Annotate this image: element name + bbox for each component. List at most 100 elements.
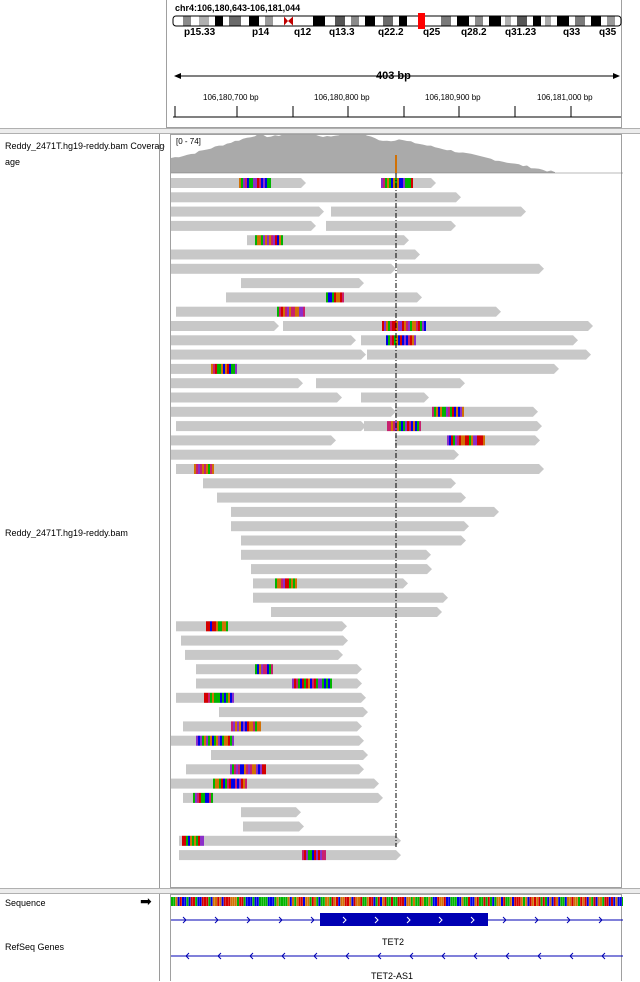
base [470,897,473,906]
coverage-track-label[interactable]: Reddy_2471T.hg19-reddy.bam Coverage [5,141,165,151]
tet2-gene-feature[interactable] [171,913,623,926]
base [404,897,407,906]
gene-label-tet2-as1[interactable]: TET2-AS1 [371,971,414,981]
read-end [586,349,591,360]
mismatch [393,178,395,188]
read [331,206,521,217]
base [289,897,292,906]
read-end [535,435,540,446]
base [505,897,508,906]
alignment-graphics[interactable] [171,135,623,889]
read [241,278,359,289]
base [463,897,466,906]
read-end [361,349,366,360]
mismatch [267,664,269,675]
base [237,897,239,906]
base [556,897,558,906]
read [171,778,374,789]
mismatch [265,235,267,246]
strand-arrow [537,952,542,960]
feature-graphics[interactable] [171,895,623,982]
tet2-as1-gene-feature[interactable] [171,952,623,960]
ruler-tick-label: 106,180,700 bp [203,93,259,102]
feature-divider [0,888,640,894]
mismatch [249,178,251,188]
read [185,649,338,660]
mismatch [249,721,251,732]
ruler[interactable] [173,106,621,118]
read-end [357,721,362,732]
read-end [363,750,368,760]
mismatch [230,764,232,775]
base [419,897,422,906]
base [239,897,242,906]
base [586,897,589,906]
base [362,897,365,906]
read [361,392,424,403]
read-end [391,263,396,274]
base [272,897,275,906]
base [305,897,308,906]
mismatch [267,235,269,246]
mismatch [406,335,408,346]
mismatch [459,435,461,446]
base [485,897,488,906]
base [474,897,477,906]
mismatch [277,578,279,589]
base [562,897,565,906]
gene-label-tet2[interactable]: TET2 [382,937,405,947]
base [472,897,475,906]
strand-arrow [310,916,315,924]
mismatch [473,435,475,446]
mismatch [239,778,241,789]
mismatch [469,435,471,446]
alignment-data-panel[interactable]: [0 - 74] [170,134,623,889]
chromosome-ideogram[interactable] [172,13,622,29]
read [171,406,391,417]
alignment-track-label[interactable]: Reddy_2471T.hg19-reddy.bam [5,528,128,538]
mismatch [258,764,260,775]
mismatch [285,578,287,589]
sequence-track-label[interactable]: Sequence [5,898,46,908]
band-label-q28-2: q28.2 [461,27,487,38]
refseq-track-label[interactable]: RefSeq Genes [5,942,65,952]
mismatch [310,850,312,861]
read-end [403,578,408,589]
read [171,263,391,274]
base [195,897,198,906]
mismatch [434,406,436,417]
read-alignments[interactable] [171,178,593,861]
strand-arrow [601,952,606,960]
mismatch [204,692,206,703]
read [176,464,539,474]
coverage-track-label-2[interactable]: age [5,157,21,167]
base [287,897,290,906]
base [476,897,479,906]
sequence-strand-arrow-icon[interactable]: ➡ [140,893,152,909]
mismatch [299,306,301,317]
base [424,897,426,906]
sequence-bases[interactable] [171,897,623,906]
mismatch [234,764,236,775]
read [226,292,417,303]
mismatch [397,421,399,432]
mismatch [392,321,394,331]
feature-panel[interactable]: TET2 TET2-AS1 [170,894,623,982]
read-end [415,249,420,260]
strand-arrow [182,916,187,924]
mismatch [227,778,229,789]
mismatch [285,306,287,317]
header-graphics [172,13,622,118]
strand-arrow [569,952,574,960]
mismatch [471,435,473,446]
base [384,897,387,906]
mismatch [255,235,257,246]
read-end [461,492,466,503]
read [171,449,454,460]
read-end [296,807,301,818]
base [386,897,389,906]
base [186,897,189,906]
mismatch [393,421,395,432]
base [226,897,228,906]
coverage-histogram[interactable] [171,135,623,174]
